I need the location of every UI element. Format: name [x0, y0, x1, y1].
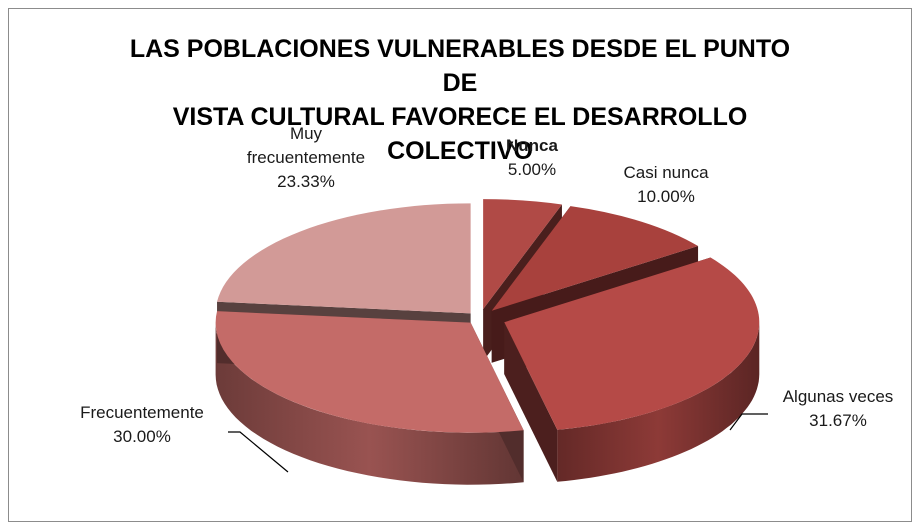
- slice-value-label: 30.00%: [113, 427, 171, 446]
- pie-slice-wall: [215, 322, 524, 485]
- pie-slice-top: [504, 257, 760, 430]
- chart-title-line-1: LAS POBLACIONES VULNERABLES DESDE EL PUN…: [129, 35, 791, 97]
- slice-value-label: 10.00%: [637, 187, 695, 206]
- leader-line: [228, 431, 289, 473]
- pie-slice-cut: [504, 322, 558, 482]
- slice-category-label: Frecuentemente: [80, 403, 204, 422]
- pie-slice-3: [215, 311, 524, 485]
- pie-slice-top: [491, 206, 699, 311]
- pie-slice-2: [504, 257, 760, 482]
- slice-value-label: 23.33%: [277, 172, 335, 191]
- slice-category-label: Casi nunca: [623, 163, 709, 182]
- chart-title-line-2: VISTA CULTURAL FAVORECE EL DESARROLLO CO…: [172, 103, 748, 165]
- pie-slice-top: [217, 203, 471, 314]
- slice-category-label: Muy: [290, 124, 323, 143]
- pie-slice-top: [483, 199, 562, 310]
- pie-slice-wall: [557, 322, 760, 482]
- leader-line: [729, 413, 768, 431]
- slice-value-label: 31.67%: [809, 411, 867, 430]
- slice-value-label: 5.00%: [508, 160, 556, 179]
- slice-category-label: Nunca: [506, 136, 559, 155]
- slice-category-label: Algunas veces: [783, 387, 894, 406]
- slice-category-label: frecuentemente: [247, 148, 365, 167]
- chart-title: LAS POBLACIONES VULNERABLES DESDE EL PUN…: [120, 32, 800, 168]
- pie-slice-top: [215, 311, 524, 433]
